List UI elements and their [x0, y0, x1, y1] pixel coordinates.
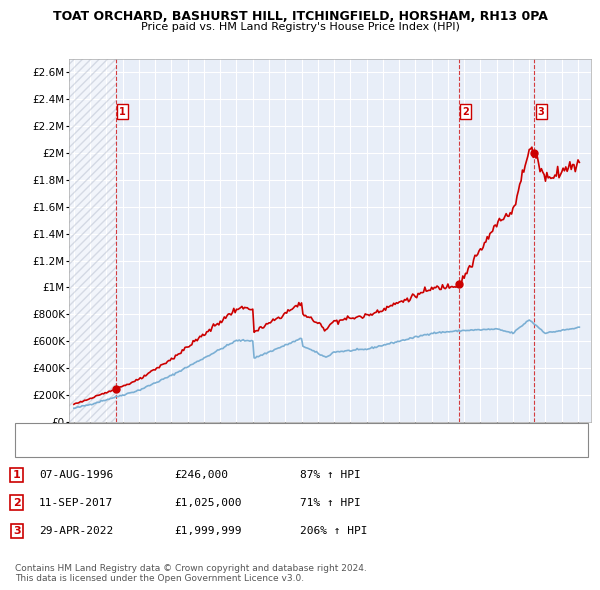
Text: 1: 1: [119, 107, 126, 117]
Text: 07-AUG-1996: 07-AUG-1996: [39, 470, 113, 480]
Text: £246,000: £246,000: [174, 470, 228, 480]
Text: £1,999,999: £1,999,999: [174, 526, 241, 536]
Text: TOAT ORCHARD, BASHURST HILL, ITCHINGFIELD, HORSHAM, RH13 0PA: TOAT ORCHARD, BASHURST HILL, ITCHINGFIEL…: [53, 10, 547, 23]
Text: HPI: Average price, detached house, Horsham: HPI: Average price, detached house, Hors…: [55, 443, 295, 453]
Text: 71% ↑ HPI: 71% ↑ HPI: [300, 498, 361, 507]
Text: £1,025,000: £1,025,000: [174, 498, 241, 507]
Text: 2: 2: [13, 498, 20, 507]
Text: Contains HM Land Registry data © Crown copyright and database right 2024.
This d: Contains HM Land Registry data © Crown c…: [15, 563, 367, 583]
Text: 3: 3: [13, 526, 20, 536]
Text: Price paid vs. HM Land Registry's House Price Index (HPI): Price paid vs. HM Land Registry's House …: [140, 22, 460, 32]
Text: 2: 2: [463, 107, 469, 117]
Text: 206% ↑ HPI: 206% ↑ HPI: [300, 526, 367, 536]
Text: 29-APR-2022: 29-APR-2022: [39, 526, 113, 536]
Text: 11-SEP-2017: 11-SEP-2017: [39, 498, 113, 507]
Text: 3: 3: [538, 107, 544, 117]
Text: 87% ↑ HPI: 87% ↑ HPI: [300, 470, 361, 480]
Text: TOAT ORCHARD, BASHURST HILL, ITCHINGFIELD, HORSHAM, RH13 0PA (detached house: TOAT ORCHARD, BASHURST HILL, ITCHINGFIEL…: [55, 428, 502, 438]
Text: 1: 1: [13, 470, 20, 480]
Bar: [69, 59, 116, 422]
